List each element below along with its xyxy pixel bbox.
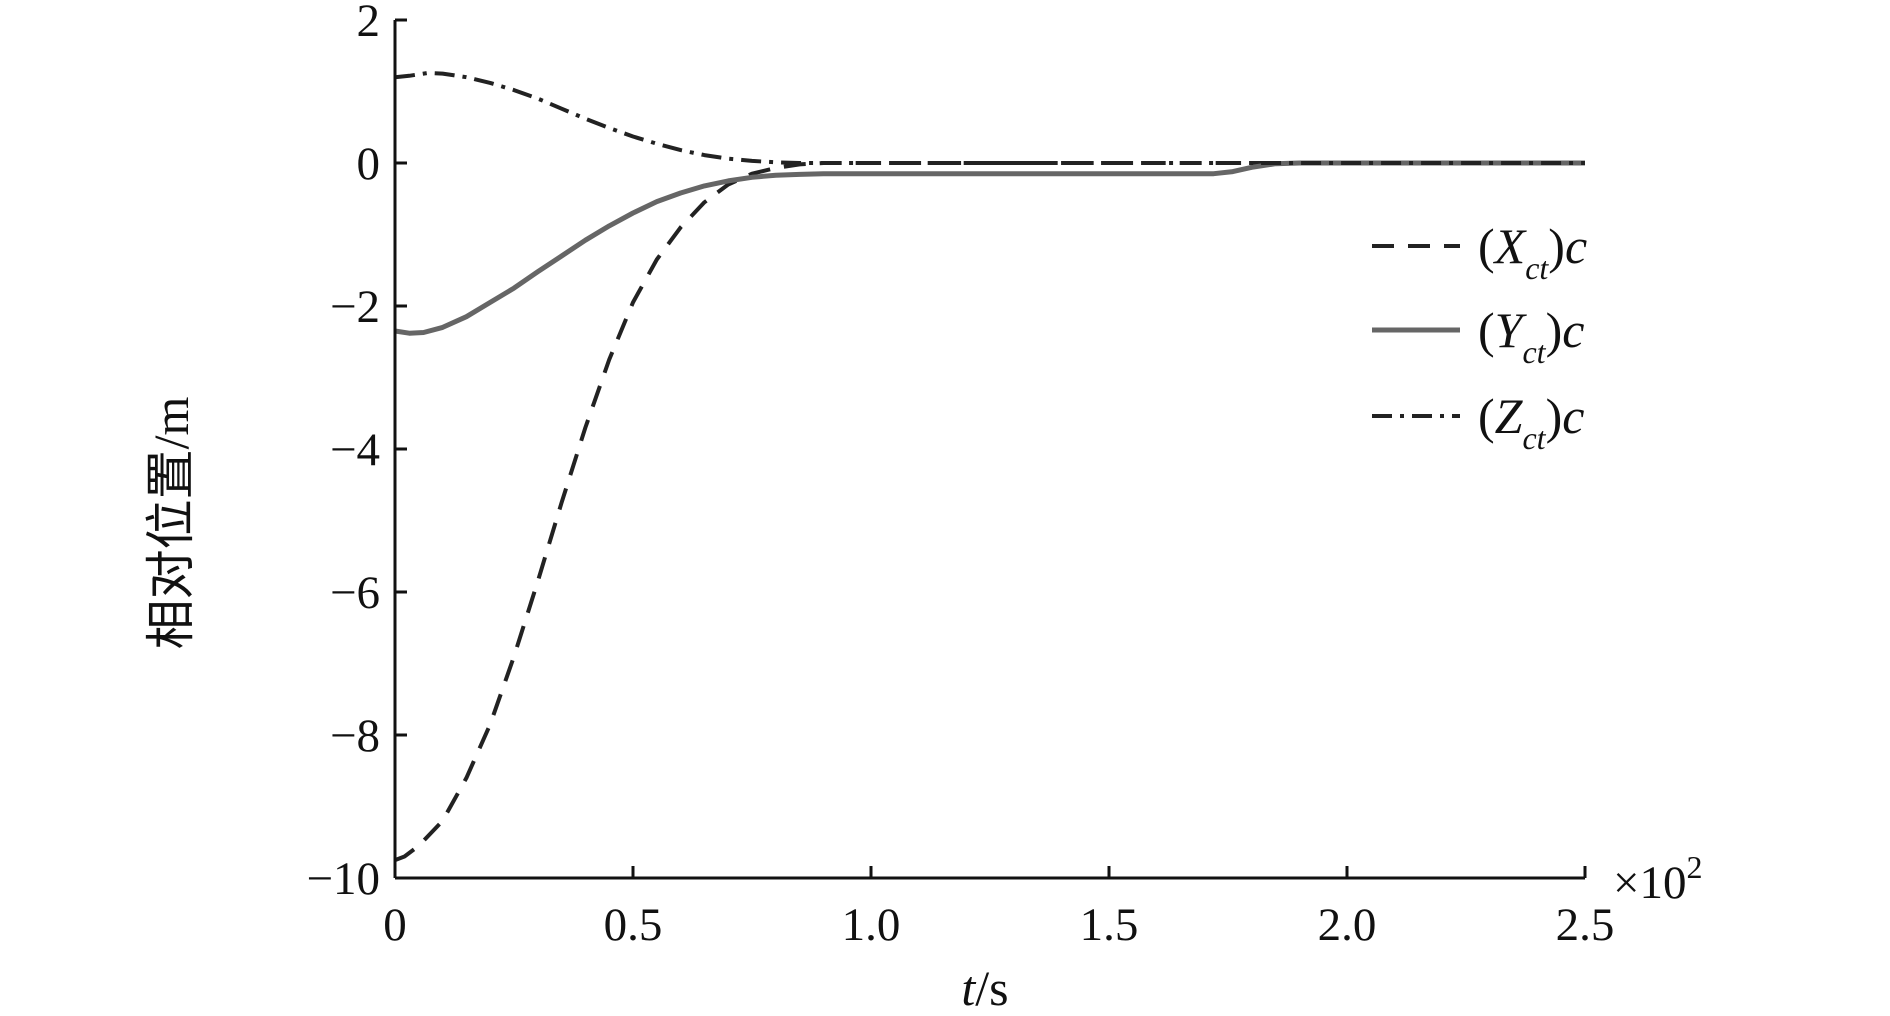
x-tick-label: 0.5 [604, 899, 663, 951]
y-tick-label: 2 [357, 0, 381, 47]
y-tick-label: −10 [306, 853, 380, 905]
y-axis-label: 相对位置/m [143, 397, 199, 650]
x-tick-label: 2.5 [1556, 899, 1615, 951]
x-tick-label: 0 [383, 899, 407, 951]
legend: (Xct)c (Yct)c (Zct)c [1372, 218, 1587, 456]
x-axis-multiplier: ×102 [1613, 849, 1703, 909]
series-line-1 [394, 161, 1585, 862]
x-axis-multiplier-exp: 2 [1687, 849, 1703, 885]
series-line-3 [394, 70, 1585, 165]
y-tick-label: −6 [330, 567, 380, 619]
x-tick-label: 1.0 [842, 899, 901, 951]
series-line-2 [394, 160, 1585, 336]
y-axis-ticks: 2 0 −2 −4 −6 −8 −10 [306, 0, 407, 905]
series-lines [394, 70, 1585, 862]
x-axis-label: t/s [961, 960, 1008, 1016]
legend-label: (Yct)c [1478, 302, 1584, 370]
legend-label: (Xct)c [1478, 218, 1587, 286]
x-axis-label-unit: /s [975, 960, 1008, 1016]
y-tick-label: 0 [357, 138, 381, 190]
y-tick-label: −4 [330, 424, 380, 476]
x-tick-label: 1.5 [1080, 899, 1139, 951]
y-tick-label: −2 [330, 281, 380, 333]
y-tick-label: −8 [330, 710, 380, 762]
x-axis-multiplier-base: ×10 [1613, 857, 1687, 909]
legend-label: (Zct)c [1478, 388, 1584, 456]
x-axis-label-var: t [961, 960, 976, 1016]
x-axis-ticks: 0 0.5 1.0 1.5 2.0 2.5 [383, 866, 1614, 951]
x-tick-label: 2.0 [1318, 899, 1377, 951]
